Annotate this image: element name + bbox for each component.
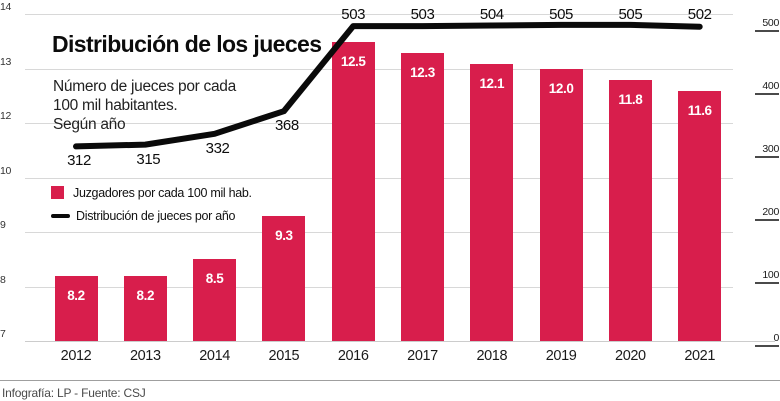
bar-2021: [678, 90, 722, 341]
legend-label: Juzgadores por cada 100 mil hab.: [73, 185, 252, 200]
bar-value-label: 11.6: [687, 102, 712, 118]
line-value-label: 504: [479, 6, 504, 23]
left-axis-tick-label: 8: [0, 273, 6, 286]
right-axis-tick-label: 500: [762, 17, 779, 29]
bar-2016: [331, 41, 375, 341]
line-swatch-icon: [51, 213, 70, 218]
x-axis-year-label: 2018: [476, 348, 508, 364]
line-value-label: 332: [205, 139, 230, 157]
right-axis-tick: [755, 219, 779, 221]
right-axis-tick: [755, 156, 779, 158]
footer-divider: [0, 380, 780, 381]
left-axis-tick-label: 14: [0, 1, 12, 13]
gridline: [25, 68, 733, 70]
subtitle-line: Número de jueces por cada: [53, 78, 236, 95]
right-axis-tick: [755, 30, 779, 32]
x-axis-year-label: 2020: [615, 348, 646, 364]
bar-value-label: 8.2: [67, 287, 85, 303]
x-axis-year-label: 2015: [268, 348, 300, 364]
right-axis-tick: [755, 282, 779, 284]
legend: Juzgadores por cada 100 mil hab. Distrib…: [51, 184, 252, 230]
bar-value-label: 12.1: [479, 75, 505, 91]
legend-item-bars: Juzgadores por cada 100 mil hab.: [51, 184, 252, 201]
legend-label: Distribución de jueces por año: [76, 208, 236, 223]
bar-value-label: 11.8: [618, 91, 643, 107]
line-value-label: 503: [341, 6, 366, 23]
x-axis-year-label: 2017: [407, 348, 438, 364]
line-value-label: 312: [67, 152, 91, 170]
line-value-label: 503: [410, 6, 435, 23]
legend-item-line: Distribución de jueces por año: [51, 207, 252, 224]
gridline: [25, 286, 733, 288]
right-axis-tick-label: 400: [762, 80, 779, 92]
bar-value-label: 12.0: [548, 81, 574, 96]
left-axis-tick-label: 7: [0, 328, 6, 340]
gridline: [25, 232, 733, 233]
bar-value-label: 9.3: [275, 227, 293, 243]
bar-value-label: 12.5: [340, 53, 366, 69]
bar-value-label: 8.5: [205, 271, 224, 287]
x-axis-year-label: 2014: [199, 348, 230, 364]
bar-2020: [608, 79, 652, 341]
page-title: Distribución de los jueces: [52, 31, 322, 57]
bar-2018: [470, 63, 514, 341]
x-axis-year-label: 2012: [60, 348, 92, 364]
bar-2017: [401, 52, 444, 341]
x-axis-baseline: [25, 341, 775, 342]
x-axis-year-label: 2013: [129, 348, 161, 364]
bar-2012: [54, 275, 98, 341]
bar-2014: [193, 259, 237, 341]
source-credit: Infografía: LP - Fuente: CSJ: [2, 386, 146, 400]
right-axis-tick-label: 0: [773, 332, 779, 344]
left-axis-tick-label: 10: [0, 164, 12, 177]
bar-2019: [539, 69, 583, 341]
line-value-label: 368: [274, 117, 299, 135]
line-value-label: 505: [549, 6, 573, 23]
left-axis-tick-label: 13: [0, 55, 12, 68]
subtitle-line: Según año: [53, 116, 126, 133]
x-axis-year-label: 2021: [684, 348, 716, 364]
right-axis-tick-label: 100: [762, 269, 779, 281]
bar-value-label: 8.2: [136, 287, 155, 303]
bar-swatch-icon: [51, 186, 64, 199]
chart-subtitle: Número de jueces por cada 100 mil habita…: [53, 77, 236, 134]
bar-2015: [262, 215, 306, 341]
subtitle-line: 100 mil habitantes.: [53, 97, 178, 114]
bar-2013: [123, 275, 167, 341]
line-value-label: 315: [136, 150, 161, 168]
line-value-label: 502: [687, 6, 712, 23]
right-axis-tick: [755, 93, 779, 95]
x-axis-year-label: 2016: [337, 348, 369, 364]
right-axis-tick-label: 200: [762, 206, 779, 218]
gridline: [25, 177, 733, 179]
gridline: [25, 14, 733, 15]
x-axis-year-label: 2019: [545, 348, 577, 364]
right-axis-tick-label: 300: [762, 143, 779, 155]
right-axis-tick: [755, 345, 779, 347]
line-value-label: 505: [618, 6, 643, 23]
left-axis-tick-label: 12: [0, 110, 12, 122]
left-axis-tick-label: 9: [0, 219, 6, 231]
bar-value-label: 12.3: [410, 64, 435, 80]
